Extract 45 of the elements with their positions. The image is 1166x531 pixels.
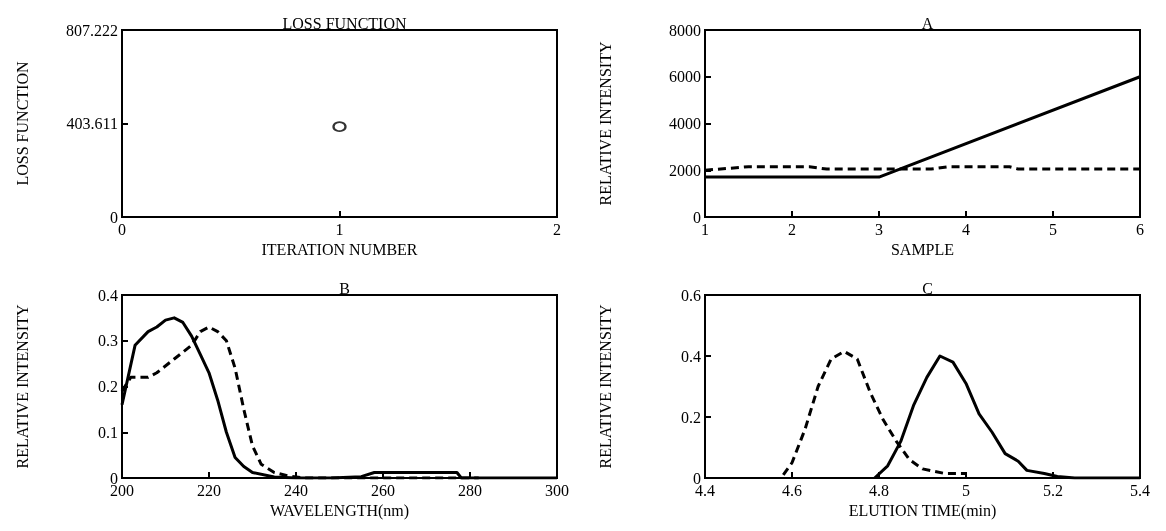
x-axis-title: SAMPLE <box>890 241 955 259</box>
x-tick-label: 4.8 <box>869 481 889 499</box>
x-tick-label: 5 <box>962 481 970 499</box>
x-tick-label: 280 <box>458 481 482 499</box>
y-tick-label: 6000 <box>669 68 701 86</box>
chart-title: B <box>339 279 350 297</box>
y-axis-title: RELATIVE INTENSITY <box>596 304 614 469</box>
y-tick-label: 0.2 <box>98 378 118 395</box>
x-axis-title: ITERATION NUMBER <box>261 241 418 259</box>
x-tick-label: 5.2 <box>1043 481 1063 499</box>
y-tick-label: 807.222 <box>66 21 118 39</box>
y-tick-label: 0 <box>110 208 118 226</box>
y-tick-label: 0.2 <box>681 408 701 426</box>
y-tick-label: 0.4 <box>98 286 118 304</box>
x-tick-label: 5 <box>1049 220 1057 238</box>
x-tick-label: 260 <box>371 481 395 499</box>
y-tick-label: 2000 <box>669 161 701 179</box>
x-tick-label: 4 <box>962 220 970 238</box>
y-axis-title: LOSS FUNCTION <box>13 61 31 186</box>
x-tick-label: 1 <box>335 220 344 238</box>
x-tick-label: 1 <box>701 220 709 238</box>
x-axis-title: ELUTION TIME(min) <box>848 502 997 521</box>
y-tick-label: 8000 <box>669 21 701 39</box>
y-tick-label: 0.6 <box>681 286 701 304</box>
y-tick-label: 403.611 <box>66 115 118 132</box>
chart-title: A <box>921 14 934 32</box>
x-tick-label: 300 <box>545 481 569 499</box>
x-tick-label: 6 <box>1136 220 1144 238</box>
x-tick-label: 240 <box>284 481 308 499</box>
x-axis-title: WAVELENGTH(nm) <box>269 502 410 521</box>
x-tick-label: 3 <box>875 220 883 238</box>
y-tick-label: 4000 <box>669 115 701 132</box>
x-tick-label: 2 <box>788 220 796 238</box>
x-tick-label: 5.4 <box>1130 481 1150 499</box>
y-axis-title: RELATIVE INTENSITY <box>13 304 31 469</box>
x-tick-label: 2 <box>553 220 561 238</box>
y-tick-label: 0.1 <box>98 423 118 441</box>
x-tick-label: 220 <box>197 481 221 499</box>
y-axis-title: RELATIVE INTENSITY <box>596 41 614 206</box>
chart-title: C <box>922 279 933 297</box>
chart-title: LOSS FUNCTION <box>282 14 407 32</box>
y-tick-label: 0 <box>693 208 701 226</box>
y-tick-label: 0.4 <box>681 347 701 365</box>
x-tick-label: 4.6 <box>782 481 802 499</box>
y-tick-label: 0.3 <box>98 332 118 350</box>
